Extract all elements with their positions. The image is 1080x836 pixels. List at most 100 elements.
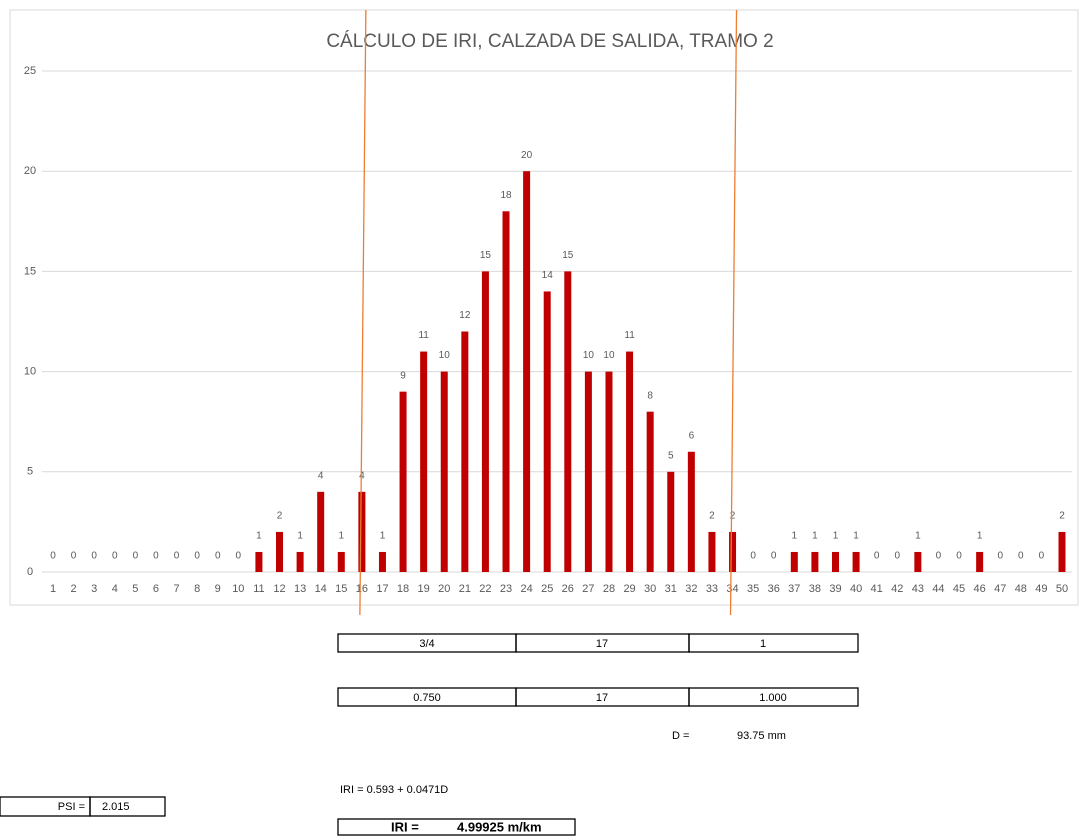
data-label: 1 <box>297 531 303 542</box>
reference-line <box>359 9 367 616</box>
chart-frame <box>9 9 1079 606</box>
data-label: 0 <box>997 551 1003 562</box>
x-tick-label: 26 <box>562 583 574 595</box>
data-label: 0 <box>153 551 159 562</box>
x-tick-label: 30 <box>644 583 656 595</box>
x-tick-label: 31 <box>665 583 677 595</box>
data-label: 15 <box>480 250 492 261</box>
data-label: 18 <box>500 190 512 201</box>
bar <box>708 531 716 572</box>
data-label: 1 <box>833 531 839 542</box>
chart-title: CÁLCULO DE IRI, CALZADA DE SALIDA, TRAMO… <box>326 31 773 52</box>
y-tick-label: 20 <box>24 165 36 177</box>
cell-text: 17 <box>596 638 608 650</box>
x-tick-label: 37 <box>788 583 800 595</box>
x-tick-label: 13 <box>294 583 306 595</box>
formula: IRI = 0.593 + 0.0471D <box>340 784 448 796</box>
x-tick-label: 20 <box>438 583 450 595</box>
x-tick-label: 47 <box>994 583 1006 595</box>
data-label: 0 <box>194 551 200 562</box>
data-label: 0 <box>1018 551 1024 562</box>
data-label: 1 <box>853 531 859 542</box>
psi-label: PSI = <box>58 801 85 813</box>
x-tick-label: 17 <box>376 583 388 595</box>
x-tick-label: 27 <box>582 583 594 595</box>
bar <box>790 551 798 572</box>
y-tick-label: 5 <box>27 466 33 478</box>
data-label: 8 <box>647 390 653 401</box>
x-tick-label: 1 <box>50 583 56 595</box>
data-label: 4 <box>318 470 324 481</box>
data-label: 11 <box>624 330 635 341</box>
data-label: 1 <box>380 531 386 542</box>
x-tick-label: 29 <box>623 583 635 595</box>
iri-box <box>337 818 576 836</box>
bar <box>358 491 366 572</box>
bar <box>626 351 634 572</box>
x-tick-label: 48 <box>1015 583 1027 595</box>
x-tick-label: 9 <box>215 583 221 595</box>
bar <box>976 551 984 572</box>
bar <box>667 471 675 572</box>
data-label: 12 <box>459 310 471 321</box>
data-label: 1 <box>812 531 818 542</box>
bar <box>296 551 304 572</box>
x-tick-label: 24 <box>520 583 532 595</box>
data-label: 2 <box>1059 511 1065 522</box>
data-label: 0 <box>874 551 880 562</box>
x-tick-label: 14 <box>315 583 327 595</box>
data-label: 15 <box>562 250 574 261</box>
bar <box>378 551 386 572</box>
x-tick-label: 39 <box>829 583 841 595</box>
bar <box>729 531 737 572</box>
x-tick-label: 25 <box>541 583 553 595</box>
table-cell <box>688 633 859 653</box>
data-label: 0 <box>236 551 242 562</box>
reference-line <box>729 9 738 616</box>
x-tick-label: 28 <box>603 583 615 595</box>
data-label: 6 <box>689 430 695 441</box>
x-tick-label: 15 <box>335 583 347 595</box>
cell-text: 17 <box>596 692 608 704</box>
iri-value: 4.99925 m/km <box>457 819 542 834</box>
x-tick-label: 41 <box>871 583 883 595</box>
bar <box>852 551 860 572</box>
cell-text: 3/4 <box>419 638 434 650</box>
d-label: D = <box>672 730 689 742</box>
x-tick-label: 6 <box>153 583 159 595</box>
bar <box>811 551 819 572</box>
data-label: 0 <box>771 551 777 562</box>
data-label: 1 <box>915 531 921 542</box>
y-tick-label: 15 <box>24 265 36 277</box>
bar <box>461 331 469 572</box>
psi-value-cell <box>89 796 166 817</box>
data-label: 0 <box>894 551 900 562</box>
x-tick-label: 18 <box>397 583 409 595</box>
bar <box>399 391 407 572</box>
data-label: 5 <box>668 450 674 461</box>
data-label: 0 <box>956 551 962 562</box>
data-label: 0 <box>112 551 118 562</box>
bar <box>255 551 263 572</box>
data-label: 1 <box>256 531 262 542</box>
data-label: 14 <box>542 270 554 281</box>
x-tick-label: 43 <box>912 583 924 595</box>
bar <box>276 531 284 572</box>
data-label: 11 <box>418 330 429 341</box>
bar <box>605 371 613 572</box>
data-label: 10 <box>583 350 595 361</box>
x-tick-label: 46 <box>974 583 986 595</box>
table-cell <box>688 687 859 707</box>
x-tick-label: 32 <box>685 583 697 595</box>
data-label: 0 <box>750 551 756 562</box>
x-tick-label: 38 <box>809 583 821 595</box>
data-label: 1 <box>977 531 983 542</box>
x-tick-label: 3 <box>91 583 97 595</box>
bar <box>317 491 325 572</box>
data-label: 1 <box>339 531 345 542</box>
y-tick-label: 25 <box>24 65 36 77</box>
bar <box>481 271 489 572</box>
x-tick-label: 16 <box>356 583 368 595</box>
